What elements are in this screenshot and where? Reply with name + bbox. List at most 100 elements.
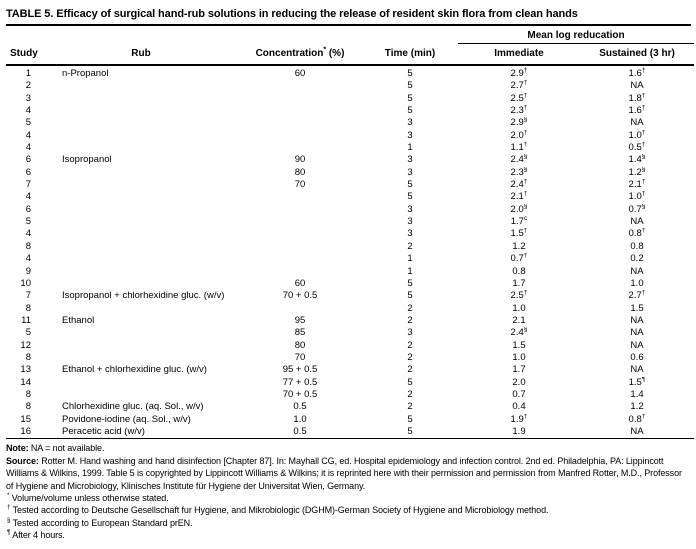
cell-conc: 90 <box>294 154 306 166</box>
cell-sus: 2.7† <box>628 290 646 302</box>
table-row: 4 3 2.0† 1.0† <box>6 130 694 142</box>
cell-time: 3 <box>407 203 413 215</box>
table-row: 6 3 2.0§ 0.7§ <box>6 204 694 216</box>
cell-study: 4 <box>25 105 31 117</box>
table-row: 4 5 2.1† 1.0† <box>6 191 694 203</box>
cell-time: 2 <box>407 339 413 351</box>
cell-sus: 1.2 <box>630 401 644 413</box>
cell-time: 3 <box>407 228 413 240</box>
column-header-time: Time (min) <box>362 43 458 66</box>
cell-study: 14 <box>20 376 31 388</box>
cell-imm: 1.7c <box>510 216 528 228</box>
cell-sus: NA <box>630 364 644 376</box>
column-header-concentration: Concentration* (%) <box>238 43 362 66</box>
table-row: 4 1 1.1† 0.5† <box>6 142 694 154</box>
cell-conc: 80 <box>294 339 306 351</box>
cell-time: 2 <box>407 401 413 413</box>
cell-imm: 2.4§ <box>510 154 528 166</box>
cell-study: 8 <box>25 401 31 413</box>
table-row: 5 3 2.9§ NA <box>6 117 694 129</box>
cell-sus: NA <box>630 216 644 228</box>
cell-sus: 0.8† <box>628 228 646 240</box>
cell-study: 5 <box>25 216 31 228</box>
cell-sus: 0.6 <box>630 351 644 363</box>
cell-imm: 0.8 <box>512 265 526 277</box>
cell-time: 1 <box>407 265 413 277</box>
table-body: 1 n-Propanol 60 5 2.9† 1.6† 2 5 2.7† NA 3 5 2.5† 1.8†… <box>6 65 694 439</box>
cell-time: 5 <box>407 425 413 437</box>
source-line: Source: Rotter M. Hand washing and hand … <box>6 455 691 492</box>
note-line: Note: NA = not available. <box>6 442 691 454</box>
cell-imm: 0.7† <box>510 253 528 265</box>
cell-sus: 0.5† <box>628 142 646 154</box>
cell-time: 3 <box>407 129 413 141</box>
cell-conc <box>238 80 362 92</box>
cell-sus: 1.5 <box>630 302 644 314</box>
cell-imm: 2.9† <box>510 66 528 79</box>
cell-time: 3 <box>407 166 413 178</box>
cell-sus: NA <box>630 265 644 277</box>
cell-study: 6 <box>25 203 31 215</box>
table-row: 3 5 2.5† 1.8† <box>6 93 694 105</box>
cell-imm: 2.5† <box>510 290 528 302</box>
cell-rub: Isopropanol <box>62 154 112 166</box>
table-row: 7 70 5 2.4† 2.1† <box>6 179 694 191</box>
cell-study: 7 <box>25 290 31 302</box>
cell-rub: Chlorhexidine gluc. (aq. Sol., w/v) <box>62 401 204 413</box>
cell-conc: 0.5 <box>293 401 307 413</box>
cell-rub <box>44 216 238 228</box>
table-row: 5 3 1.7c NA <box>6 216 694 228</box>
cell-conc: 60 <box>294 277 306 289</box>
column-header-rub: Rub <box>44 43 238 66</box>
table-row: 7 Isopropanol + chlorhexidine gluc. (w/v)… <box>6 290 694 302</box>
cell-rub <box>44 278 238 290</box>
cell-sus: 1.6† <box>628 66 646 79</box>
cell-sus: 1.5¶ <box>628 376 646 388</box>
table-row: 8 70 2 1.0 0.6 <box>6 352 694 364</box>
table-row: 5 85 3 2.4§ NA <box>6 327 694 339</box>
cell-imm: 1.1† <box>510 142 528 154</box>
cell-sus: NA <box>630 425 644 437</box>
cell-study: 4 <box>25 228 31 240</box>
cell-time: 5 <box>407 376 413 388</box>
mean-log-reduction-header: Mean log reducation <box>458 26 695 44</box>
cell-conc <box>238 228 362 240</box>
table-row: 6 Isopropanol 90 3 2.4§ 1.4§ <box>6 154 694 166</box>
cell-imm: 2.3† <box>510 105 528 117</box>
cell-imm: 1.0 <box>512 351 526 363</box>
cell-conc: 85 <box>294 327 306 339</box>
cell-imm: 2.0† <box>510 129 528 141</box>
cell-time: 2 <box>407 364 413 376</box>
cell-imm: 2.9§ <box>510 117 528 129</box>
cell-study: 4 <box>25 129 31 141</box>
footnote-dagger: † Tested according to Deutsche Gesellsch… <box>7 504 549 516</box>
cell-sus: NA <box>630 339 644 351</box>
cell-rub <box>44 253 238 265</box>
cell-rub <box>44 327 238 339</box>
cell-study: 15 <box>20 413 31 425</box>
cell-rub: Isopropanol + chlorhexidine gluc. (w/v) <box>62 290 225 302</box>
cell-conc <box>238 241 362 253</box>
cell-time: 5 <box>407 92 413 104</box>
table-row: 1 n-Propanol 60 5 2.9† 1.6† <box>6 65 694 80</box>
cell-rub <box>44 167 238 179</box>
cell-study: 16 <box>20 425 31 437</box>
note-text: NA = not available. <box>28 443 105 454</box>
table-row: 2 5 2.7† NA <box>6 80 694 92</box>
cell-rub <box>44 80 238 92</box>
cell-imm: 1.9 <box>512 425 526 437</box>
column-header-row: Study Rub Concentration* (%) Time (min) … <box>6 43 695 66</box>
cell-rub: Ethanol + chlorhexidine gluc. (w/v) <box>62 364 207 376</box>
cell-sus: 0.2 <box>630 253 644 265</box>
cell-study: 6 <box>25 154 31 166</box>
cell-study: 8 <box>25 240 31 252</box>
column-header-immediate: Immediate <box>458 43 580 66</box>
cell-study: 13 <box>20 364 31 376</box>
cell-sus: 0.8 <box>630 240 644 252</box>
cell-sus: 1.2§ <box>628 166 646 178</box>
cell-study: 4 <box>25 142 31 154</box>
cell-conc <box>238 191 362 203</box>
cell-study: 3 <box>25 92 31 104</box>
table-row: 4 3 1.5† 0.8† <box>6 228 694 240</box>
cell-rub <box>44 303 238 315</box>
